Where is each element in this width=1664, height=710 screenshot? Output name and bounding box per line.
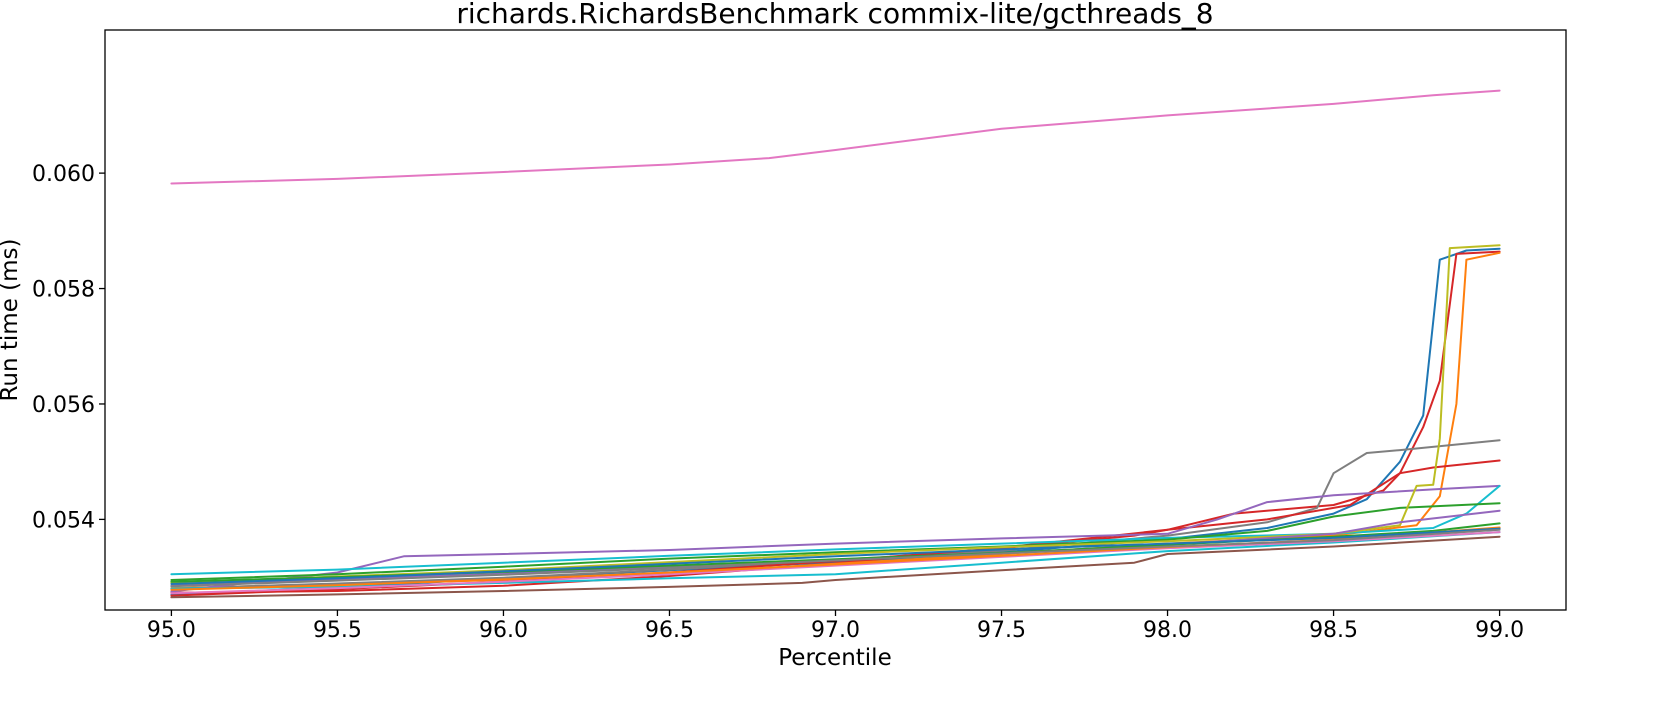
x-tick-label: 96.5 (645, 618, 694, 643)
y-axis-label: Run time (ms) (0, 238, 23, 401)
y-tick-label: 0.060 (32, 162, 95, 187)
y-tick-label: 0.056 (32, 393, 95, 418)
x-axis-label: Percentile (778, 645, 891, 671)
x-tick-label: 97.5 (977, 618, 1026, 643)
series-line-8 (170, 484, 1501, 576)
series-line-5 (170, 439, 1501, 590)
series-line-17 (170, 527, 1501, 585)
y-tick-label: 0.058 (32, 278, 95, 303)
x-tick-label: 98.5 (1309, 618, 1358, 643)
series-line-10 (170, 244, 1501, 584)
x-axis: 95.0 95.5 96.0 96.5 97.0 97.5 98.0 98.5 99.0 (147, 610, 1524, 643)
x-tick-label: 96.0 (479, 618, 528, 643)
x-tick-label: 95.5 (313, 618, 362, 643)
series-line-13 (170, 535, 1501, 599)
series-line-15 (170, 531, 1501, 595)
chart-title: richards.RichardsBenchmark commix-lite/g… (456, 0, 1213, 30)
x-tick-label: 95.0 (147, 618, 196, 643)
x-tick-label: 99.0 (1475, 618, 1524, 643)
x-tick-label: 97.0 (811, 618, 860, 643)
series-line-7 (170, 484, 1501, 593)
series-line-1 (170, 89, 1501, 185)
series-layer (170, 89, 1501, 599)
series-line-18 (170, 528, 1501, 588)
x-tick-label: 98.0 (1143, 618, 1192, 643)
plot-frame (104, 29, 1567, 611)
y-axis: 0.054 0.056 0.058 0.060 (32, 162, 105, 533)
y-tick-label: 0.054 (32, 508, 95, 533)
